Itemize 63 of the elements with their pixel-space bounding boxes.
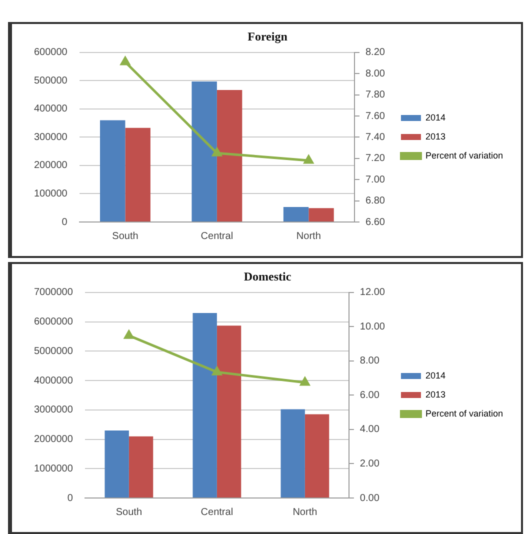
bar [104,430,129,498]
y2-tick-label: 8.00 [365,68,386,80]
y2-tick-label: 10.00 [360,321,386,332]
y2-tick-label: 0.00 [360,492,380,504]
y2-tick-label: 6.00 [360,390,380,401]
y-tick-label: 4000000 [34,375,74,386]
y-tick-label: 3000000 [34,404,74,416]
legend-label: 2014 [425,370,446,380]
y2-tick-label: 7.60 [365,110,386,122]
y-tick-label: 100000 [34,188,68,200]
y2-tick-label: 12.00 [360,287,386,298]
y-tick-label: 300000 [34,132,68,143]
bar [283,207,309,222]
legend-label: 2013 [425,389,446,400]
y2-tick-label: 8.20 [365,47,386,58]
point [124,330,134,339]
x-tick-label: South [116,506,142,518]
point [212,148,222,156]
legend-label: Percent of variation [425,150,504,160]
y-tick-label: 400000 [34,104,68,115]
bar [304,414,330,498]
x-tick-label: Central [200,230,234,242]
y-tick-label: 5000000 [34,346,74,357]
y2-tick-label: 2.00 [360,458,380,470]
bar [280,409,305,498]
bar [128,436,154,498]
y2-tick-label: 7.20 [365,153,386,164]
bar [125,128,150,222]
y-tick-label: 6000000 [34,316,74,328]
y2-tick-label: 7.40 [365,132,386,143]
y-tick-label: 7000000 [34,287,74,298]
bar [100,120,126,222]
legend-label: Percent of variation [425,408,504,418]
chart-title: Foreign [248,29,288,44]
point [212,366,222,376]
y-tick-label: 0 [62,216,68,228]
point [120,56,130,66]
point [304,155,314,164]
bar [308,208,334,222]
y2-tick-label: 7.80 [365,90,386,101]
x-tick-label: Central [200,506,234,518]
bar [192,82,217,222]
y-tick-label: 1000000 [34,463,74,474]
y-tick-label: 200000 [34,160,68,172]
x-tick-label: South [112,230,138,242]
y-tick-label: 600000 [34,47,68,58]
point [300,377,310,386]
bar [216,326,242,498]
y-tick-label: 0 [67,492,74,504]
y-tick-label: 2000000 [34,434,74,446]
y2-tick-label: 6.80 [365,196,386,207]
bar [216,90,242,222]
x-tick-label: North [292,506,318,518]
y2-tick-label: 4.00 [360,424,380,436]
x-tick-label: North [296,230,321,242]
y-tick-label: 500000 [34,75,68,86]
legend-label: 2013 [425,131,446,142]
y2-tick-label: 7.00 [365,174,386,186]
chart-title: Domestic [244,269,292,284]
legend-label: 2014 [425,112,446,122]
y2-tick-label: 8.00 [360,356,380,367]
bar [192,312,217,498]
y2-tick-label: 6.60 [365,216,386,228]
